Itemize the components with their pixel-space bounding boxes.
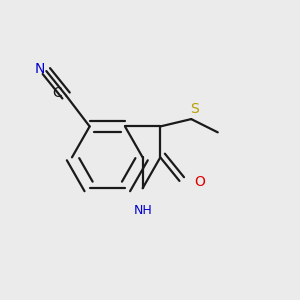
- Text: O: O: [194, 176, 205, 189]
- Text: NH: NH: [133, 204, 152, 217]
- Text: S: S: [190, 102, 199, 116]
- Text: C: C: [52, 85, 62, 100]
- Text: N: N: [35, 62, 45, 76]
